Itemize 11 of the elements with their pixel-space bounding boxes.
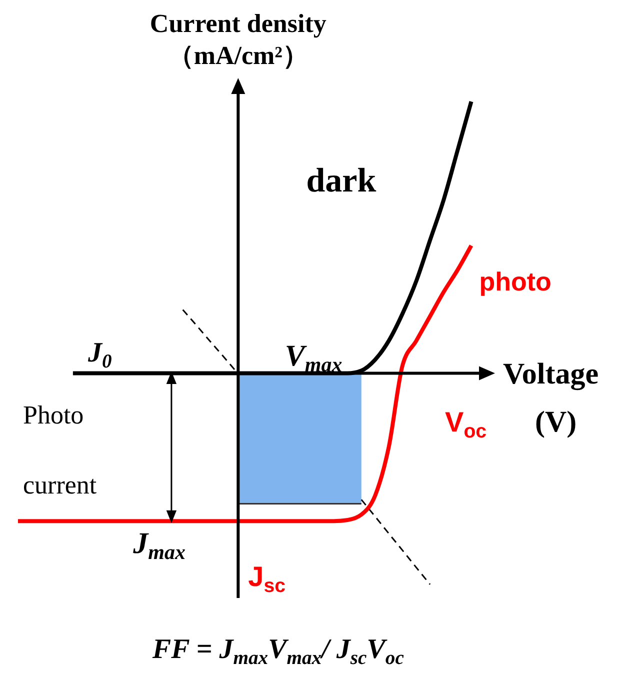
series-label: photo [479,266,552,297]
y-axis-title: Current density（mA/cm²） [148,8,328,72]
text: Photo current [23,400,97,500]
annotation: J$_{sc}$ [248,561,286,598]
annotation: J$_{max}$ [132,527,186,564]
annotation: V$_{oc}$ [445,406,487,442]
x-axis-title: Voltage (V) [503,357,599,438]
annotation: J$_{0}$ [87,337,112,372]
text: FF = J$_{max}$V$_{max}$/ J$_{sc}$V$_{oc}$ [151,634,404,669]
annotation: V$_{max}$ [284,339,342,377]
series-label: dark [306,162,376,200]
